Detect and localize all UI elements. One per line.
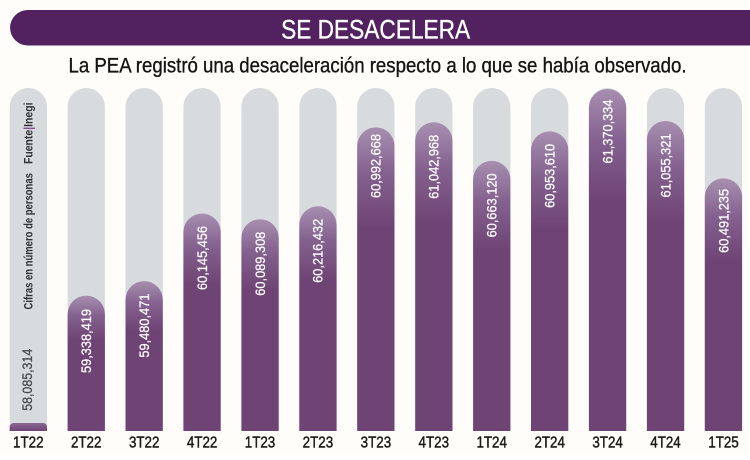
svg-text:60,145,456: 60,145,456 <box>195 226 211 290</box>
svg-text:3T23: 3T23 <box>361 435 392 452</box>
svg-text:Fuente|Inegi: Fuente|Inegi <box>21 103 35 165</box>
svg-text:4T24: 4T24 <box>650 435 681 452</box>
svg-text:Cifras en número de personas: Cifras en número de personas <box>23 173 35 309</box>
svg-text:60,216,432: 60,216,432 <box>311 219 327 283</box>
svg-text:1T22: 1T22 <box>13 435 44 452</box>
svg-text:60,663,120: 60,663,120 <box>485 173 501 237</box>
svg-text:1T23: 1T23 <box>245 435 276 452</box>
svg-text:2T23: 2T23 <box>303 435 334 452</box>
svg-text:1T25: 1T25 <box>708 435 739 452</box>
svg-text:61,055,321: 61,055,321 <box>658 133 674 197</box>
svg-text:59,338,419: 59,338,419 <box>79 309 95 373</box>
svg-text:61,042,968: 61,042,968 <box>427 135 443 199</box>
svg-text:SE DESACELERA: SE DESACELERA <box>281 14 471 45</box>
svg-text:2T22: 2T22 <box>71 435 102 452</box>
svg-text:3T24: 3T24 <box>592 435 623 452</box>
svg-text:4T23: 4T23 <box>419 435 450 452</box>
svg-text:3T22: 3T22 <box>129 435 160 452</box>
svg-text:La PEA registró una desacelera: La PEA registró una desaceleración respe… <box>69 54 687 78</box>
svg-text:4T22: 4T22 <box>187 435 218 452</box>
svg-text:60,992,668: 60,992,668 <box>369 134 385 198</box>
svg-text:2T24: 2T24 <box>534 435 565 452</box>
svg-text:60,491,235: 60,491,235 <box>716 189 732 253</box>
svg-text:59,480,471: 59,480,471 <box>137 294 153 358</box>
svg-text:60,953,610: 60,953,610 <box>543 144 559 208</box>
svg-text:58,085,314: 58,085,314 <box>20 349 36 411</box>
svg-text:61,370,334: 61,370,334 <box>600 99 616 163</box>
svg-text:1T24: 1T24 <box>476 435 507 452</box>
svg-text:60,089,308: 60,089,308 <box>253 232 269 296</box>
